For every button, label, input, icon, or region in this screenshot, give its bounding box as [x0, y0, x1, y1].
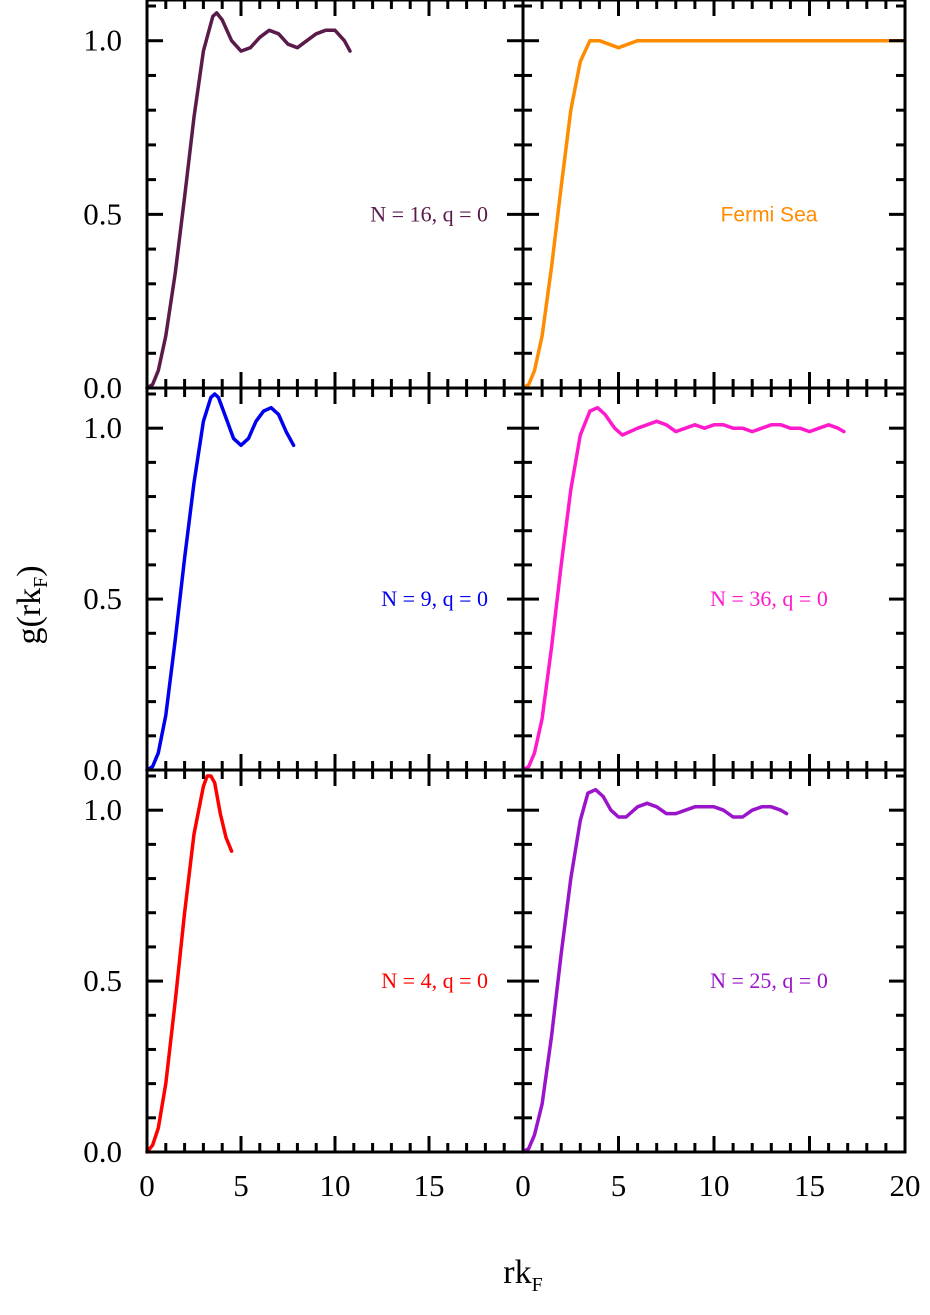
y-tick-label: 0.5	[83, 581, 122, 616]
y-axis-label: g(rkF)	[11, 565, 52, 644]
series-line	[521, 787, 789, 1154]
panel-label: N = 25, q = 0	[710, 968, 828, 993]
y-tick-label: 0.0	[83, 752, 122, 787]
panel-frame-1-1	[521, 386, 907, 772]
panel-label: N = 36, q = 0	[710, 586, 828, 611]
x-tick-label: 10	[699, 1168, 730, 1203]
y-tick-label: 1.0	[83, 23, 122, 58]
y-tick-label: 1.0	[83, 410, 122, 445]
series-line	[145, 774, 234, 1154]
panel-frame-2-0	[145, 768, 525, 1154]
panel-label: N = 9, q = 0	[381, 586, 488, 611]
y-tick-label: 0.5	[83, 963, 122, 998]
y-axis-label-sub: F	[30, 577, 52, 588]
panel-frame-1-0	[145, 386, 525, 772]
x-axis-label: rkF	[503, 1254, 542, 1296]
panel-2-0: N = 4, q = 0	[145, 774, 488, 1154]
panels-group: N = 16, q = 0 Fermi Sea N = 9, q = 0 N = 36…	[145, 11, 907, 1154]
y-tick-label: 0.5	[83, 196, 122, 231]
x-tick-label: 5	[233, 1168, 249, 1203]
x-tick-label: 15	[414, 1168, 445, 1203]
x-tick-label: 5	[611, 1168, 627, 1203]
panel-label: Fermi Sea	[721, 203, 818, 226]
x-tick-label: 0	[515, 1168, 531, 1203]
panel-2-1: N = 25, q = 0	[521, 787, 828, 1154]
tick-marks	[147, 0, 905, 1152]
panel-0-0: N = 16, q = 0	[145, 11, 488, 390]
x-tick-label: 15	[794, 1168, 825, 1203]
series-line	[521, 405, 846, 772]
y-axis-label-main: g(rk	[11, 588, 48, 645]
series-line	[145, 11, 352, 390]
y-tick-label: 0.0	[83, 370, 122, 405]
series-line	[521, 38, 907, 390]
panel-0-1: Fermi Sea	[521, 38, 907, 390]
tick-labels: 0.0 0.5 1.0 0.0 0.5 1.0 0.0 0.5 1.0 0 5 10 15 0 5 10 15 2…	[83, 23, 920, 1203]
x-tick-label: 0	[139, 1168, 155, 1203]
y-tick-label: 1.0	[83, 792, 122, 827]
x-tick-label: 20	[890, 1168, 921, 1203]
x-axis-label-main: rk	[503, 1254, 531, 1291]
y-tick-label: 0.0	[83, 1134, 122, 1169]
panel-1-0: N = 9, q = 0	[145, 392, 488, 772]
panel-label: N = 4, q = 0	[381, 968, 488, 993]
x-axis-label-sub: F	[532, 1274, 543, 1296]
panel-label: N = 16, q = 0	[370, 201, 488, 226]
series-line	[145, 392, 296, 772]
panel-1-1: N = 36, q = 0	[521, 405, 846, 772]
x-tick-label: 10	[320, 1168, 351, 1203]
y-axis-label-close: )	[11, 565, 48, 576]
